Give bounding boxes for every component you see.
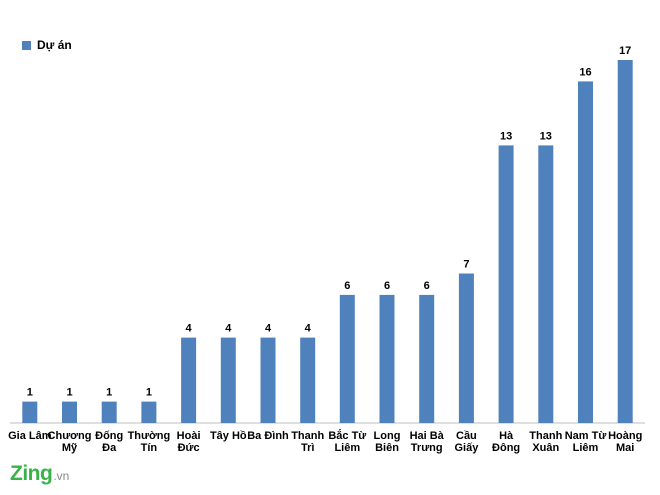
bar	[22, 401, 38, 423]
x-tick-label: Thanh Xuân	[529, 430, 562, 454]
bar-value-label: 6	[424, 280, 430, 292]
x-tick-label: Nam Từ Liêm	[565, 430, 607, 454]
bar	[101, 401, 117, 423]
bar	[339, 294, 355, 423]
x-tick-label: Hoài Đức	[177, 430, 201, 454]
watermark-main: Zing	[10, 462, 53, 485]
bar	[617, 60, 633, 423]
bar	[379, 294, 395, 423]
bar	[141, 401, 157, 423]
bar	[220, 337, 236, 423]
bar	[300, 337, 316, 423]
x-tick-label: Thanh Trì	[291, 430, 324, 454]
x-tick-label: Chương Mỹ	[48, 430, 92, 454]
bar	[181, 337, 197, 423]
bar	[62, 401, 77, 423]
bar	[538, 145, 554, 423]
watermark-suffix: .vn	[53, 469, 70, 483]
bar	[498, 145, 514, 423]
bar-value-label: 13	[500, 130, 512, 142]
x-tick-label: Hà Đông	[492, 430, 520, 454]
bar-value-label: 7	[463, 259, 469, 271]
legend: Dự án	[22, 38, 72, 52]
bar-value-label: 1	[106, 387, 112, 399]
bar-value-label: 16	[579, 66, 591, 78]
legend-swatch	[22, 40, 31, 50]
bar-value-label: 1	[146, 387, 152, 399]
x-tick-label: Thường Tín	[128, 430, 171, 454]
x-tick-label: Cầu Giấy	[454, 430, 479, 454]
bar-value-label: 1	[66, 387, 72, 399]
bar	[260, 337, 276, 423]
zing-logo: Zing .vn	[10, 462, 69, 486]
x-tick-label: Long Biên	[374, 430, 401, 454]
bar-value-label: 6	[384, 280, 390, 292]
x-tick-label: Đống Đa	[95, 430, 123, 454]
bar-value-label: 13	[540, 130, 552, 142]
bar	[458, 273, 474, 423]
x-tick-label: Ba Đình	[247, 430, 289, 442]
legend-label: Dự án	[37, 38, 72, 52]
x-tick-label: Bắc Từ Liêm	[328, 429, 366, 454]
bar-value-label: 4	[186, 323, 193, 335]
x-tick-label: Gia Lâm	[8, 430, 52, 442]
bar	[578, 81, 593, 424]
bar-value-label: 4	[305, 323, 312, 335]
x-tick-label: Hoàng Mai	[608, 430, 642, 454]
x-tick-label: Hai Bà Trưng	[410, 430, 445, 454]
bar-value-label: 4	[265, 323, 272, 335]
bar-value-label: 6	[344, 280, 350, 292]
bar-value-label: 4	[225, 323, 232, 335]
bar	[419, 294, 435, 423]
bar-value-label: 17	[619, 45, 631, 57]
bar-value-label: 1	[27, 387, 33, 399]
x-tick-label: Tây Hồ	[210, 430, 247, 442]
